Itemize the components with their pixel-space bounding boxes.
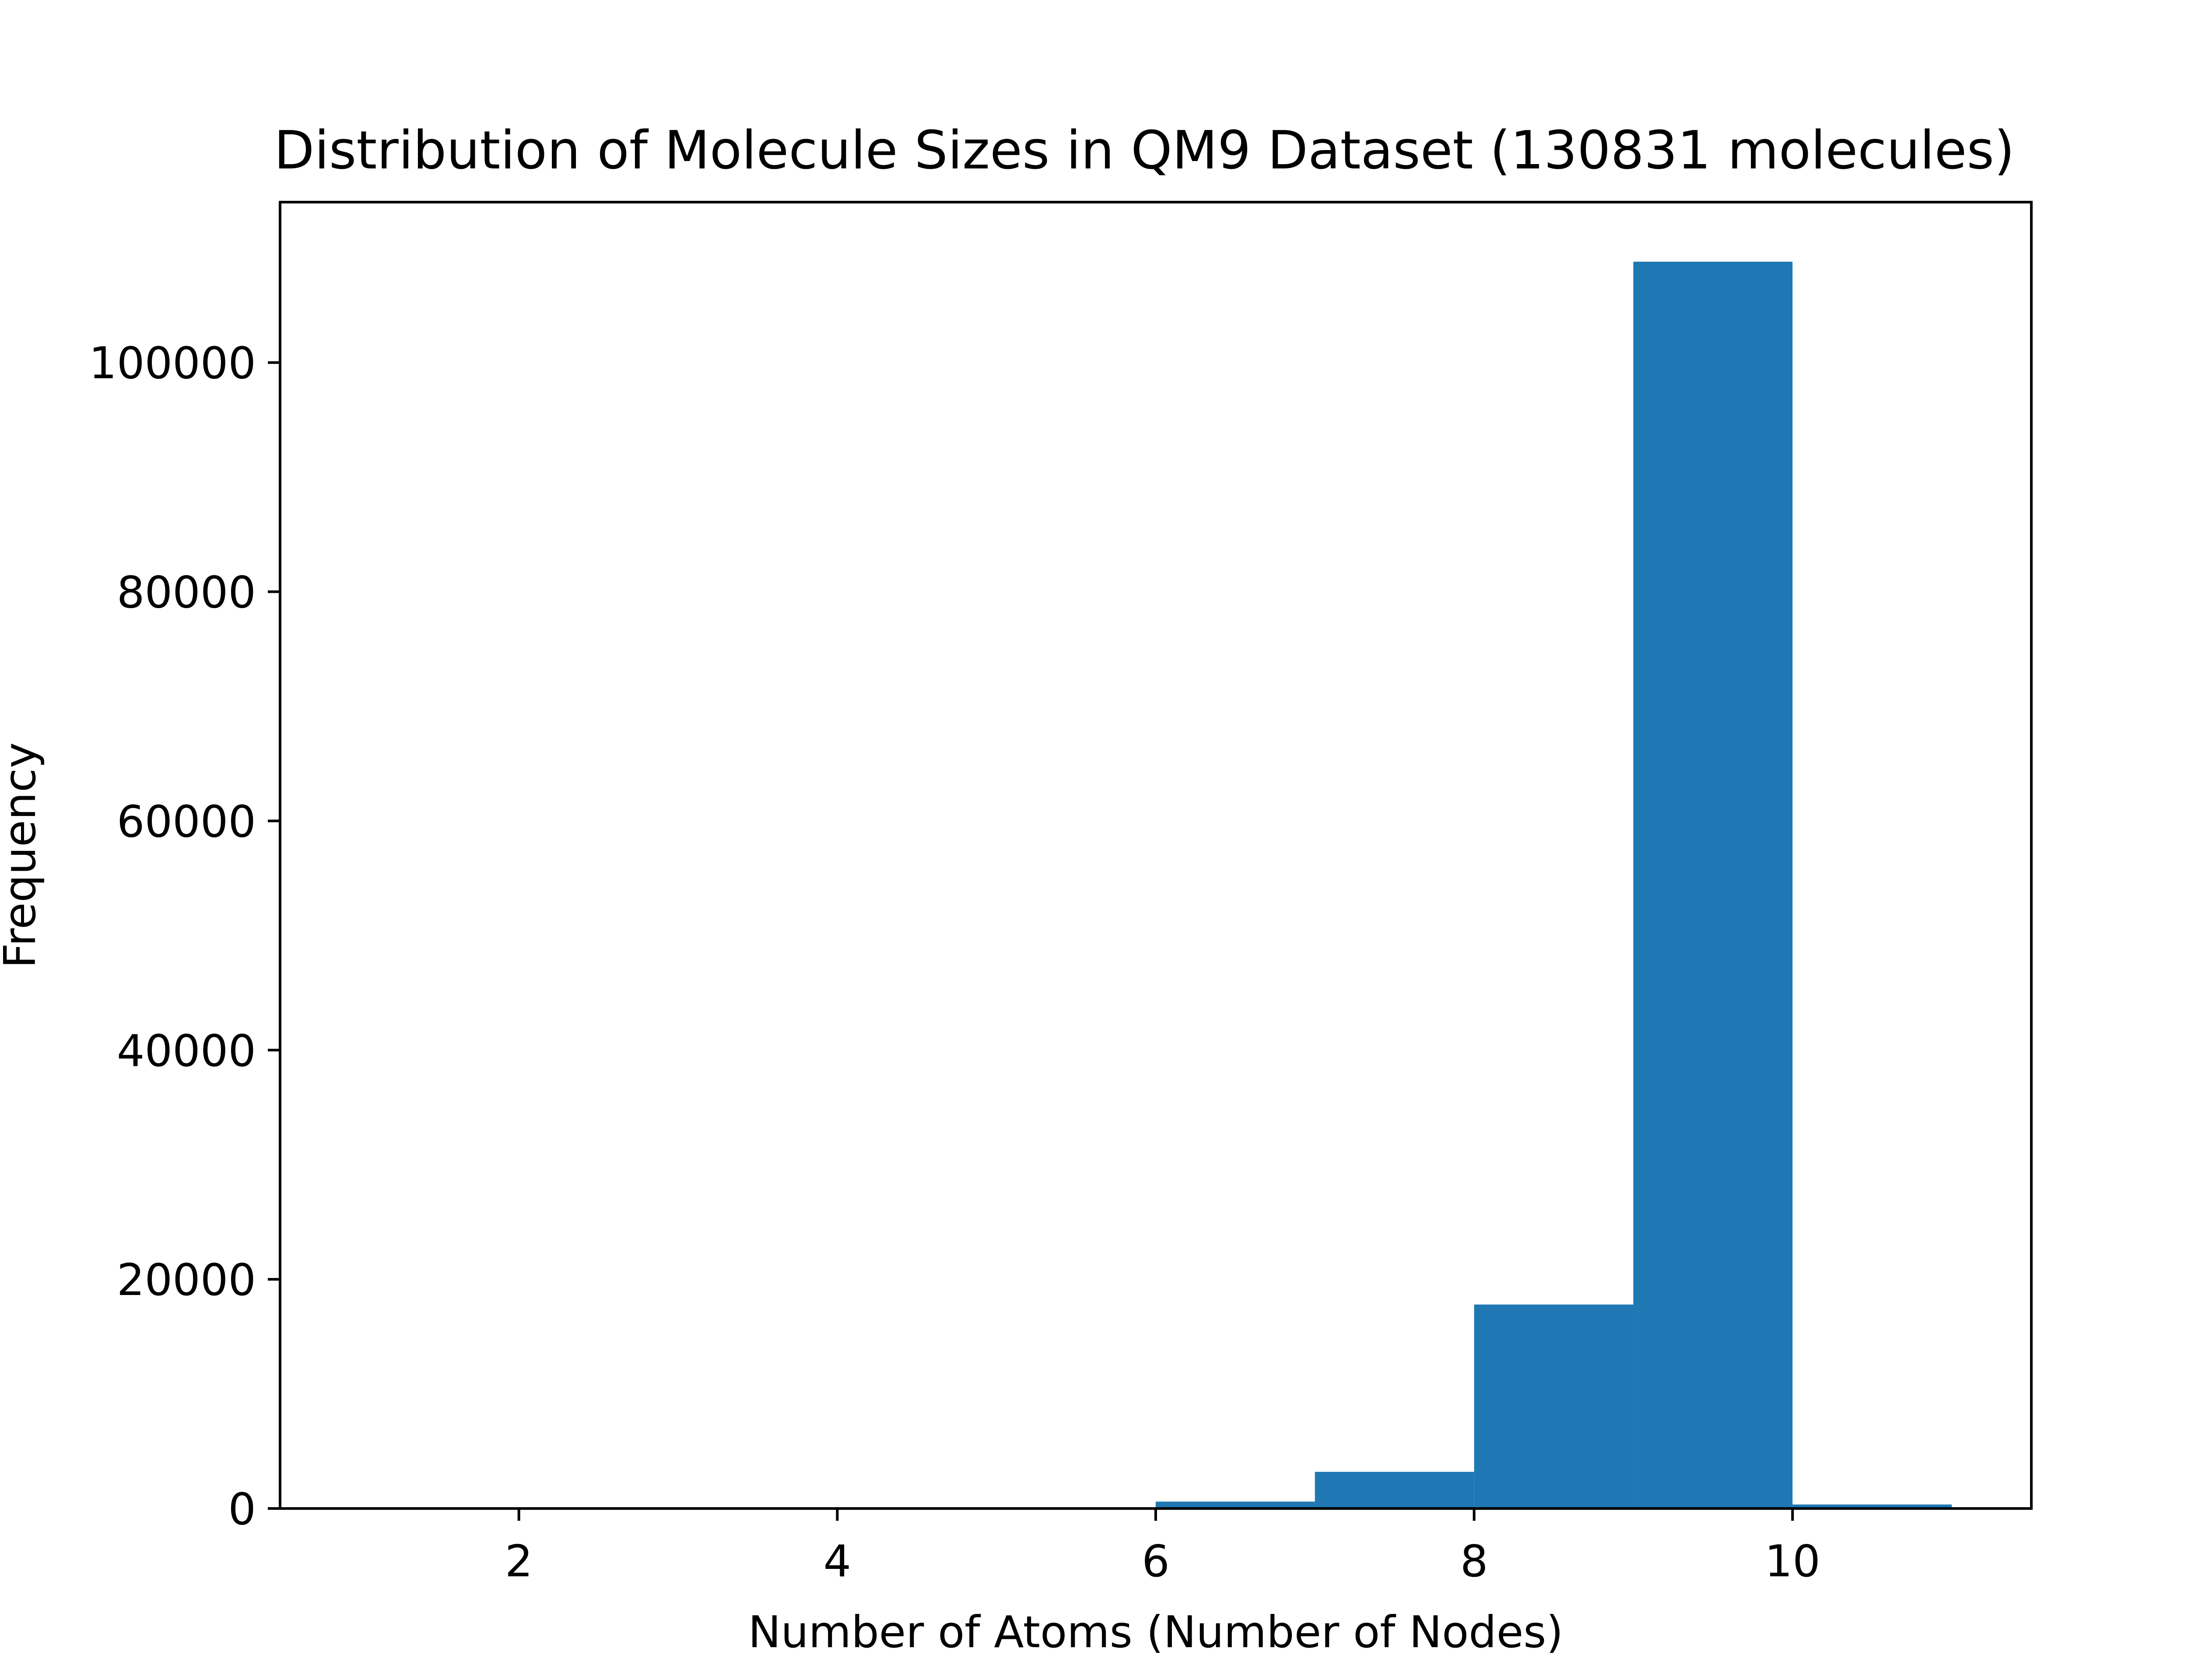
- y-tick-label: 80000: [117, 567, 256, 618]
- x-tick-label: 2: [505, 1536, 533, 1587]
- histogram-bar-8-9: [1474, 1304, 1634, 1508]
- y-tick-label: 60000: [117, 796, 256, 847]
- histogram-bar-7-8: [1315, 1472, 1474, 1508]
- bars-group: [359, 262, 1952, 1508]
- y-tick-label: 100000: [89, 338, 256, 389]
- histogram-bar-10-11: [1792, 1504, 1952, 1508]
- x-axis-label: Number of Atoms (Number of Nodes): [748, 1606, 1564, 1658]
- histogram-bar-9-10: [1633, 262, 1793, 1508]
- y-axis-label: Frequency: [0, 742, 46, 969]
- x-axis-ticks: 2 4 6 8 10: [505, 1508, 1820, 1587]
- x-tick-label: 10: [1765, 1536, 1820, 1587]
- chart-title: Distribution of Molecule Sizes in QM9 Da…: [274, 120, 2015, 181]
- y-tick-label: 40000: [117, 1025, 256, 1076]
- y-tick-label: 20000: [117, 1254, 256, 1306]
- x-tick-label: 8: [1460, 1536, 1488, 1587]
- x-tick-label: 6: [1142, 1536, 1170, 1587]
- histogram-bar-6-7: [1156, 1502, 1315, 1508]
- y-tick-label: 0: [228, 1484, 256, 1535]
- x-tick-label: 4: [824, 1536, 852, 1587]
- plot-frame: [279, 201, 2033, 1510]
- y-axis-ticks: 0 20000 40000 60000 80000 100000: [89, 338, 280, 1535]
